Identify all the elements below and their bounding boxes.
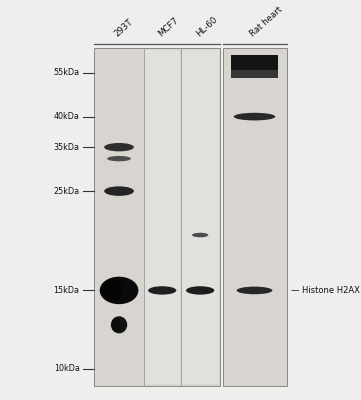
Ellipse shape: [186, 286, 214, 295]
Ellipse shape: [237, 287, 272, 294]
Bar: [231, 56, 278, 78]
Text: 55kDa: 55kDa: [53, 68, 79, 77]
Bar: [222, 48, 287, 386]
Ellipse shape: [104, 143, 134, 151]
Ellipse shape: [148, 286, 177, 295]
Text: 25kDa: 25kDa: [53, 187, 79, 196]
Ellipse shape: [101, 279, 123, 302]
Text: 293T: 293T: [113, 17, 135, 38]
Text: 10kDa: 10kDa: [54, 364, 79, 373]
Ellipse shape: [100, 277, 138, 304]
Text: HL-60: HL-60: [194, 15, 219, 38]
Bar: [231, 70, 278, 78]
Ellipse shape: [192, 233, 208, 237]
Bar: [182, 50, 219, 384]
Text: MCF7: MCF7: [156, 16, 180, 38]
Ellipse shape: [234, 113, 275, 120]
Text: 40kDa: 40kDa: [54, 112, 79, 121]
Bar: [144, 50, 180, 384]
Bar: [95, 48, 219, 386]
Text: — Histone H2AX: — Histone H2AX: [291, 286, 360, 295]
Text: 15kDa: 15kDa: [53, 286, 79, 295]
Text: Rat heart: Rat heart: [248, 5, 284, 38]
Ellipse shape: [112, 318, 121, 332]
Ellipse shape: [104, 186, 134, 196]
Text: 35kDa: 35kDa: [53, 143, 79, 152]
Ellipse shape: [111, 316, 127, 333]
Ellipse shape: [107, 156, 131, 161]
